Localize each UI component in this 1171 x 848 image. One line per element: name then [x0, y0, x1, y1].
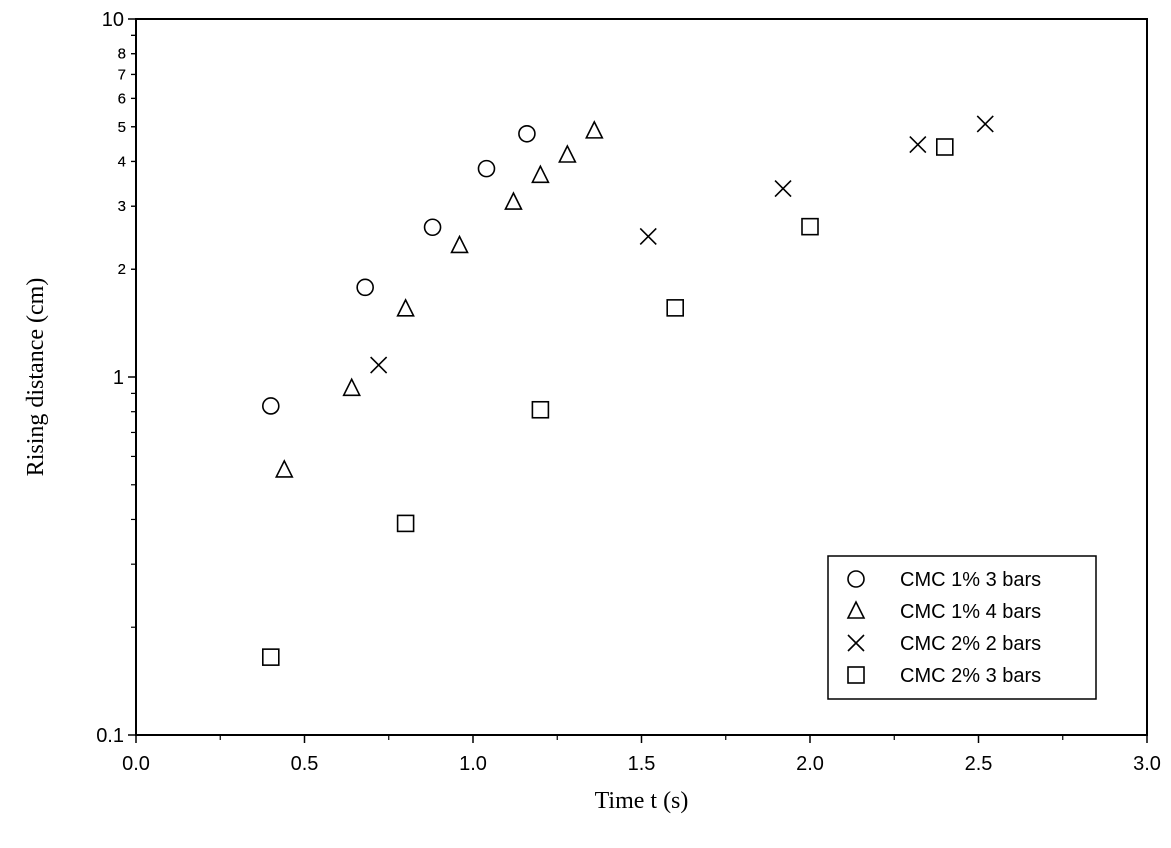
point-series-1-2 — [396, 298, 415, 317]
y-minor-tick-label-12: 6 — [118, 90, 126, 107]
y-minor-tick-label-20: 6 — [118, 90, 126, 107]
y-major-tick-label-2: 10 — [102, 9, 124, 31]
y-minor-tick-label-9: 3 — [118, 198, 126, 215]
point-series-1-7 — [585, 120, 604, 139]
point-series-0-1 — [356, 278, 374, 297]
legend-marker-1 — [846, 600, 866, 619]
point-series-2-2 — [774, 180, 792, 198]
point-series-3-1 — [396, 514, 415, 533]
y-minor-tick-label-10: 4 — [118, 153, 126, 170]
y-major-tick-label-1: 1 — [113, 367, 124, 389]
y-major-tick-label-0: 0.1 — [96, 725, 124, 747]
x-tick-label-2: 1.0 — [459, 753, 487, 775]
x-axis: 0.0 0.5 1.0 1.5 2.0 2.5 3.0 — [122, 735, 1161, 775]
point-series-1-1 — [342, 377, 361, 397]
point-series-2-3 — [909, 135, 927, 154]
point-series-0-4 — [518, 124, 536, 143]
point-series-3-3 — [666, 299, 685, 317]
y-minor-tick-label-18: 4 — [118, 153, 126, 170]
y-minor-tick-label-19: 5 — [118, 119, 126, 136]
point-series-0-2 — [423, 218, 442, 237]
legend-label-2: CMC 2% 2 bars — [900, 633, 1041, 655]
y-minor-tick-label-21: 7 — [118, 66, 126, 83]
point-series-3-2 — [531, 400, 550, 419]
point-series-2-0 — [370, 356, 388, 374]
point-series-2-1 — [639, 227, 657, 245]
x-tick-label-0: 0.0 — [122, 753, 150, 775]
y-minor-tick-label-14: 8 — [118, 46, 126, 63]
legend-marker-2 — [847, 634, 865, 652]
point-series-3-0 — [261, 648, 280, 666]
legend-label-0: CMC 1% 3 bars — [900, 569, 1041, 591]
legend-box — [827, 555, 1097, 700]
legend: CMC 1% 3 bars CMC 1% 4 bars CMC 2% 2 bars C… — [827, 555, 1097, 700]
y-minor-tick-label-17: 3 — [118, 198, 126, 215]
point-series-0-3 — [477, 159, 496, 178]
point-series-2-4 — [976, 115, 994, 133]
x-tick-label-3: 1.5 — [628, 753, 656, 775]
x-tick-label-4: 2.0 — [796, 753, 824, 775]
point-series-1-3 — [450, 234, 469, 254]
x-tick-label-1: 0.5 — [291, 753, 319, 775]
y-axis-title: Rising distance (cm) — [23, 278, 49, 477]
point-series-1-0 — [274, 459, 294, 478]
x-tick-label-6: 3.0 — [1133, 753, 1161, 775]
y-minor-tick-label-13: 7 — [118, 66, 126, 83]
y-minor-tick-label-22: 8 — [118, 46, 126, 63]
y-minor-tick-label-11: 5 — [118, 119, 126, 136]
point-series-1-5 — [531, 164, 550, 184]
legend-marker-3 — [847, 666, 865, 684]
legend-label-1: CMC 1% 4 bars — [900, 601, 1041, 623]
point-series-3-4 — [801, 217, 819, 236]
data-points — [261, 115, 994, 666]
point-series-0-0 — [261, 397, 280, 415]
y-minor-tick-label-8: 2 — [118, 261, 126, 278]
x-axis-title: Time t (s) — [595, 788, 689, 814]
y-minor-tick-label-16: 2 — [118, 261, 126, 278]
point-series-1-6 — [558, 144, 577, 163]
legend-marker-0 — [847, 570, 865, 588]
point-series-1-4 — [504, 191, 523, 210]
legend-label-3: CMC 2% 3 bars — [900, 665, 1041, 687]
x-tick-label-5: 2.5 — [965, 753, 993, 775]
point-series-3-5 — [935, 138, 954, 156]
